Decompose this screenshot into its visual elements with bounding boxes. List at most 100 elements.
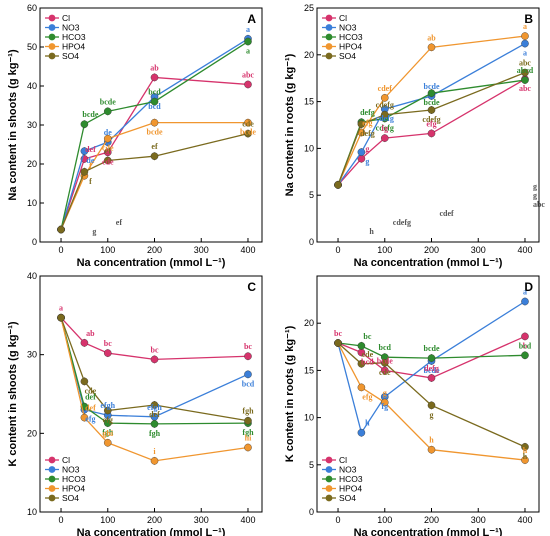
data-point-no3 xyxy=(80,147,89,155)
x-tick-label: 200 xyxy=(424,245,439,255)
data-point-hco3 xyxy=(103,107,112,116)
y-tick-label: 25 xyxy=(304,3,314,13)
significance-label: efg xyxy=(103,416,113,425)
legend-label: SO4 xyxy=(62,493,79,503)
significance-label: cdefg xyxy=(422,115,440,124)
y-tick-label: 20 xyxy=(304,50,314,60)
significance-label: a xyxy=(523,49,527,58)
significance-label: efg xyxy=(426,119,436,128)
x-axis-title: Na concentration (mmol L⁻¹) xyxy=(354,257,503,269)
plot-frame xyxy=(316,7,540,243)
significance-label: hi xyxy=(245,433,252,442)
data-point-hpo4 xyxy=(427,43,436,52)
legend-marker xyxy=(325,466,333,473)
plot-frame xyxy=(39,275,263,513)
data-point-no3 xyxy=(521,297,529,306)
y-tick-label: 40 xyxy=(27,81,37,91)
significance-label: fgh xyxy=(242,428,254,437)
legend-label: HPO4 xyxy=(62,484,85,494)
legend-label: HPO4 xyxy=(62,42,85,52)
x-axis-title: Na concentration (mmol L⁻¹) xyxy=(77,257,226,269)
data-point-so4 xyxy=(244,416,252,425)
legend-marker xyxy=(325,33,333,41)
data-point-hco3 xyxy=(150,420,159,428)
data-point-cl xyxy=(80,339,89,347)
data-point-so4 xyxy=(380,110,389,119)
legend-label: Cl xyxy=(62,13,70,23)
significance-label: bc xyxy=(104,339,112,348)
data-point-hpo4 xyxy=(150,118,159,127)
significance-label: a xyxy=(246,25,250,34)
significance-label: de xyxy=(104,128,112,137)
significance-label: bcde xyxy=(424,82,440,91)
significance-label: efgh xyxy=(147,403,162,412)
y-tick-label: 10 xyxy=(304,143,314,153)
significance-label: cdef xyxy=(378,84,393,93)
significance-label: abc xyxy=(519,84,531,93)
data-point-so4 xyxy=(357,359,366,368)
data-point-hpo4 xyxy=(103,438,112,447)
x-axis-title: Na concentration (mmol L⁻¹) xyxy=(354,527,503,536)
x-tick-label: 300 xyxy=(194,245,209,255)
y-axis-title: K content in roots (g kg⁻¹) xyxy=(284,325,296,462)
data-point-cl xyxy=(244,80,252,89)
data-point-so4 xyxy=(521,443,529,451)
significance-label: cde xyxy=(102,144,114,153)
significance-label: a xyxy=(523,22,527,31)
data-point-hco3 xyxy=(521,351,529,360)
significance-label: defg xyxy=(360,108,375,117)
legend-label: Cl xyxy=(62,455,70,465)
y-tick-label: 40 xyxy=(27,271,37,281)
legend-label: NO3 xyxy=(339,23,357,33)
significance-label: def xyxy=(85,404,96,413)
significance-label: bcd xyxy=(148,88,161,97)
y-tick-label: 10 xyxy=(27,198,37,208)
significance-label: ab xyxy=(150,63,159,72)
significance-label: bc xyxy=(363,332,371,341)
data-point-hco3 xyxy=(244,37,252,46)
significance-label: g xyxy=(383,388,387,397)
significance-label: ef xyxy=(105,146,112,155)
x-tick-label: 200 xyxy=(147,245,162,255)
y-tick-label: 0 xyxy=(309,507,314,517)
legend-marker xyxy=(48,494,56,502)
data-point-so4 xyxy=(521,68,529,77)
panel-a: 0 10 20 30 40 50 60 0 100 200 300 400 Na concentrati… xyxy=(7,3,263,269)
significance-label: bcde xyxy=(147,128,163,137)
x-tick-label: 200 xyxy=(424,515,439,525)
significance-label: bcd xyxy=(242,379,255,388)
y-tick-label: 30 xyxy=(27,350,37,360)
y-tick-label: 10 xyxy=(304,413,314,423)
data-point-so4 xyxy=(334,181,342,189)
data-point-hpo4 xyxy=(103,134,112,143)
legend-label: SO4 xyxy=(339,493,356,503)
significance-label: cdefg xyxy=(393,218,411,227)
significance-label: bcd xyxy=(361,357,374,366)
x-tick-label: 100 xyxy=(100,515,115,525)
data-point-so4 xyxy=(244,129,252,138)
significance-label: bcde xyxy=(82,110,98,119)
legend-label: NO3 xyxy=(339,465,357,475)
legend-marker xyxy=(48,52,56,60)
significance-label: bc xyxy=(244,342,252,351)
significance-label: b xyxy=(523,341,528,350)
y-tick-label: 5 xyxy=(309,190,314,200)
significance-label: def xyxy=(85,393,96,402)
legend-label: SO4 xyxy=(62,51,79,61)
x-tick-label: 400 xyxy=(517,245,532,255)
significance-label: f xyxy=(89,162,92,171)
legend-label: Cl xyxy=(339,455,347,465)
significance-label: efg xyxy=(85,415,95,424)
significance-label: h xyxy=(365,419,370,428)
y-tick-label: 15 xyxy=(304,365,314,375)
legend-marker xyxy=(48,485,56,492)
data-point-no3 xyxy=(357,148,366,156)
data-point-hco3 xyxy=(427,89,436,97)
significance-label: h xyxy=(523,446,528,455)
data-point-so4 xyxy=(57,225,65,234)
significance-label: cde xyxy=(242,120,254,129)
significance-label: fg xyxy=(381,124,388,133)
plot-frame xyxy=(316,275,540,513)
significance-label: defg xyxy=(424,364,439,373)
